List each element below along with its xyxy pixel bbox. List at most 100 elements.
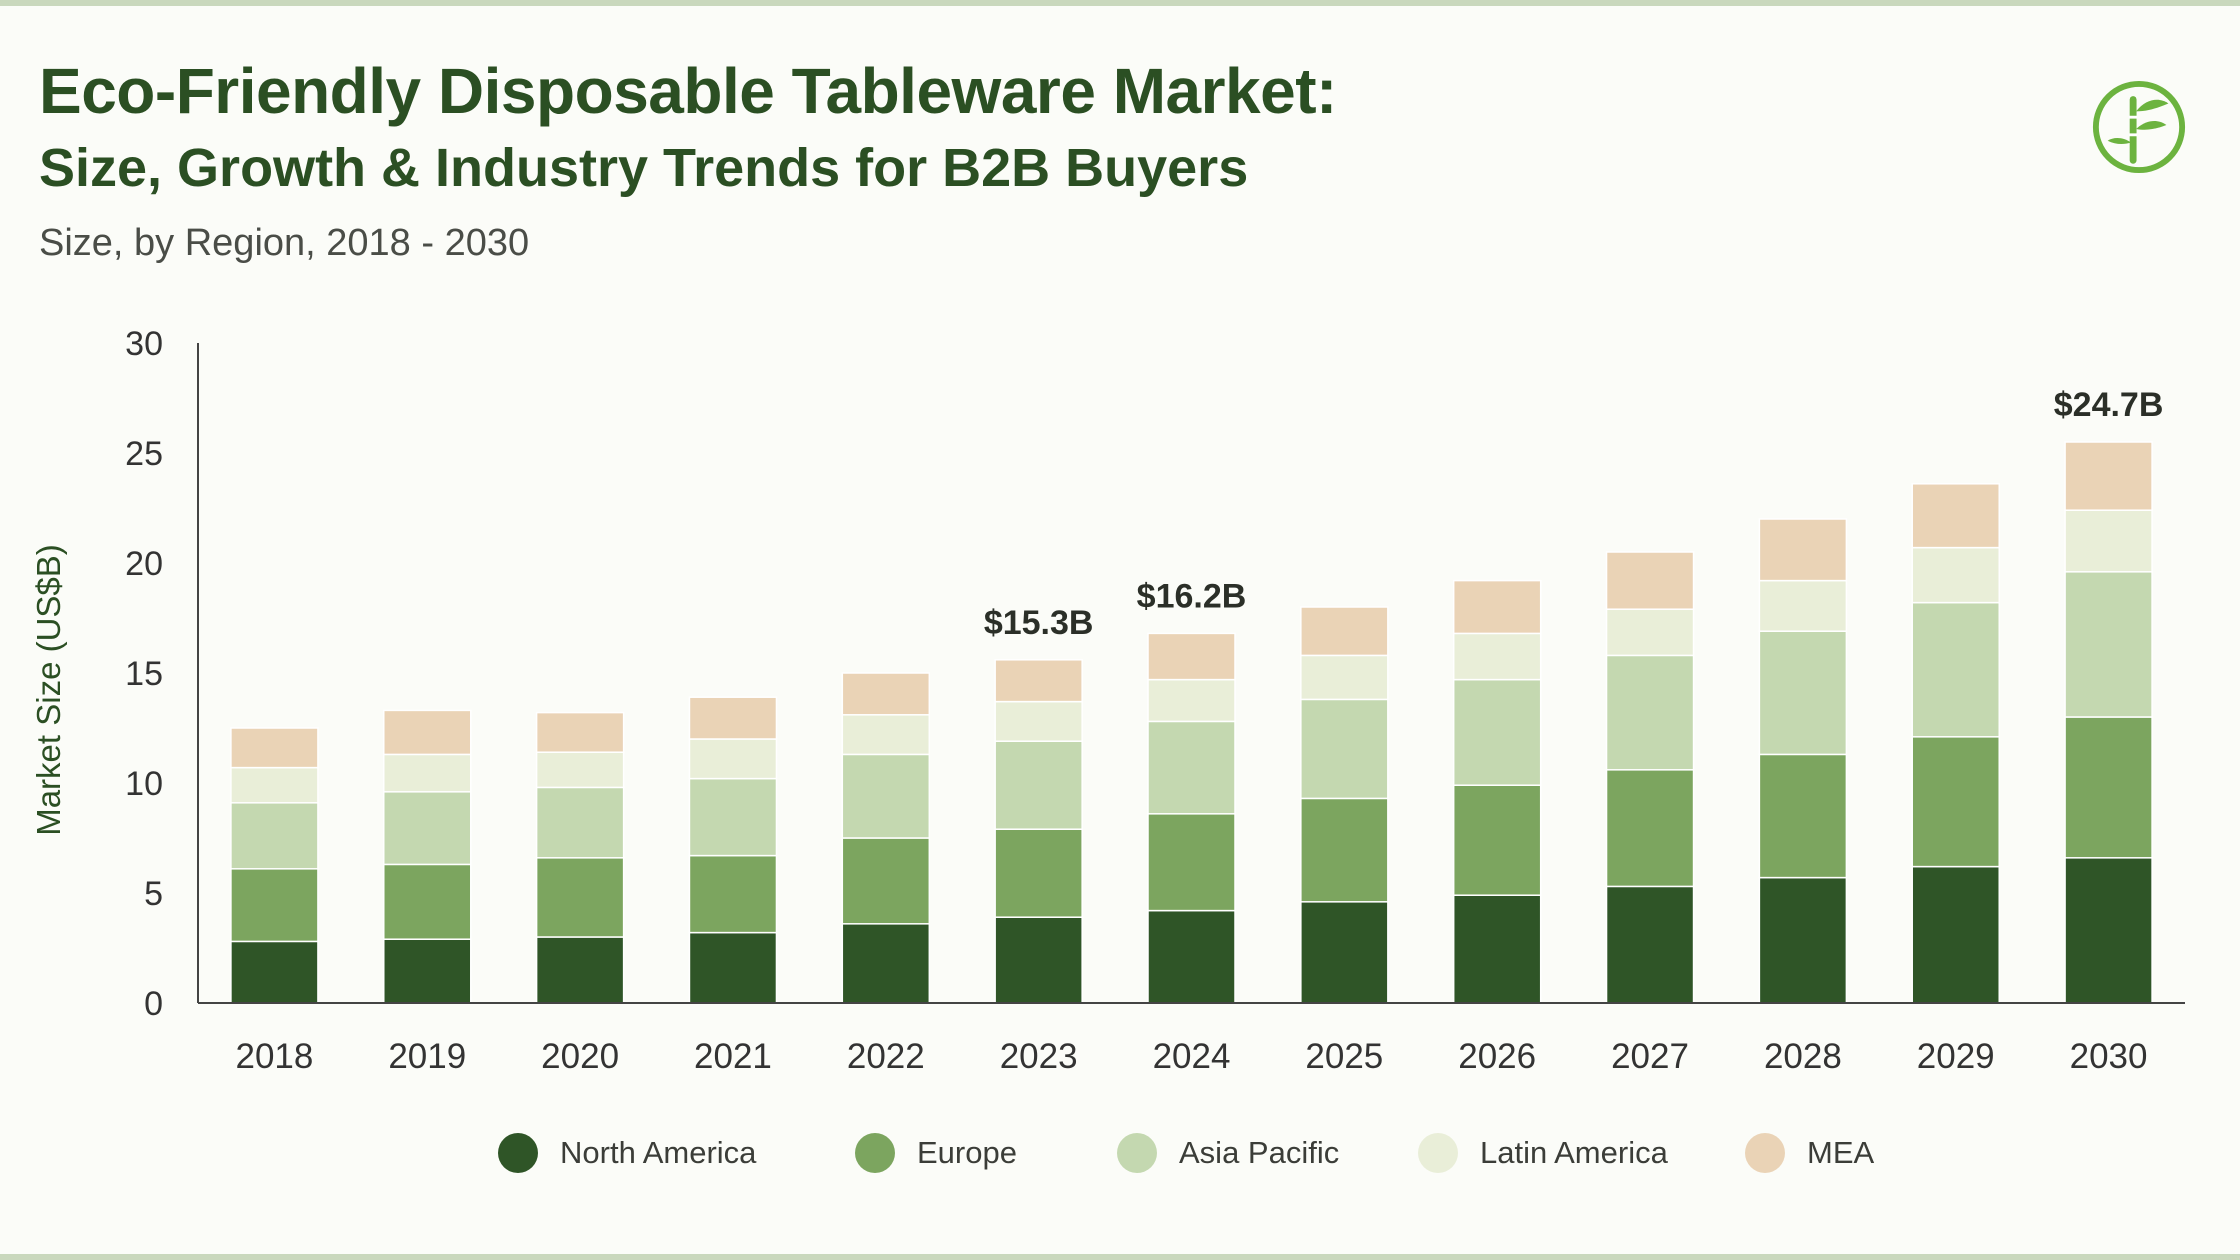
total-value-label: $15.3B [984, 604, 1094, 642]
bar-segment-europe [1300, 797, 1389, 903]
total-value-label: $16.2B [1137, 577, 1247, 615]
bar-segment-north-america [1911, 865, 2000, 1004]
x-tick-label: 2029 [1917, 1037, 1995, 1076]
bar-segment-north-america [1758, 876, 1848, 1004]
bar-segment-mea [1300, 606, 1389, 657]
bar-segment-north-america [535, 936, 625, 1004]
bar-segment-europe [841, 837, 931, 925]
bar-segment-north-america [230, 940, 319, 1004]
bar-segment-europe [535, 857, 625, 938]
bars [230, 441, 2153, 1004]
bar-segment-north-america [688, 931, 778, 1004]
legend: North America Europe Asia Pacific Latin Ame… [0, 1128, 2240, 1178]
bar-segment-north-america [2064, 857, 2153, 1004]
legend-label: Europe [917, 1135, 1017, 1170]
chart-caption: Size, by Region, 2018 - 2030 [39, 222, 530, 264]
bar-segment-north-america [994, 916, 1083, 1004]
bar-segment-europe [383, 863, 472, 940]
bar-segment-mea [1911, 483, 2000, 549]
bar-segment-asia-pacific [230, 802, 319, 870]
bar-segment-asia-pacific [1452, 678, 1542, 786]
bar-segment-europe [230, 868, 319, 943]
bar-segment-latin-america [1758, 579, 1848, 632]
bar-segment-europe [1758, 753, 1848, 879]
x-tick-label: 2022 [847, 1037, 925, 1076]
legend-swatch [855, 1133, 895, 1173]
bar-segment-north-america [841, 923, 931, 1004]
bar-segment-asia-pacific [1758, 630, 1848, 756]
x-tick-label: 2019 [388, 1037, 466, 1076]
chart-subtitle: Size, Growth & Industry Trends for B2B B… [39, 138, 1249, 198]
bar-segment-latin-america [1452, 632, 1542, 681]
bar-segment-latin-america [383, 753, 472, 793]
bar-segment-latin-america [1605, 608, 1695, 657]
bamboo-leaf-icon [2092, 80, 2186, 174]
bar-segment-latin-america [1147, 678, 1236, 723]
bar-segment-asia-pacific [383, 791, 472, 866]
bar-segment-asia-pacific [994, 740, 1083, 830]
y-tick-label: 30 [125, 325, 163, 363]
y-tick-label: 0 [144, 985, 163, 1023]
legend-swatch [498, 1133, 538, 1173]
x-axis: 2018 2019 2020 2021 2022 2023 2024 2025 2026 2027… [198, 1002, 2185, 1076]
legend-swatch [1745, 1133, 1785, 1173]
x-tick-label: 2028 [1764, 1037, 1842, 1076]
x-tick-label: 2018 [235, 1037, 313, 1076]
x-tick-label: 2025 [1305, 1037, 1383, 1076]
bar-segment-mea [1605, 551, 1695, 610]
bar-segment-asia-pacific [688, 777, 778, 857]
bar-segment-mea [994, 659, 1083, 703]
bar-segment-europe [1605, 769, 1695, 888]
y-tick-label: 5 [144, 875, 163, 913]
bar-segment-mea [1147, 632, 1236, 681]
x-tick-label: 2020 [541, 1037, 619, 1076]
legend-label: Asia Pacific [1179, 1135, 1340, 1170]
x-tick-label: 2021 [694, 1037, 772, 1076]
legend-item-north-america: North America [498, 1128, 756, 1178]
bar-segment-europe [1147, 813, 1236, 912]
bar-segment-latin-america [994, 700, 1083, 742]
bar-segment-latin-america [688, 738, 778, 780]
bar-segment-asia-pacific [841, 753, 931, 839]
legend-label: North America [560, 1135, 757, 1170]
legend-item-europe: Europe [855, 1128, 1017, 1178]
bar-segment-latin-america [535, 751, 625, 789]
bar-segment-mea [1758, 518, 1848, 582]
y-tick-label: 15 [125, 655, 163, 693]
bar-segment-latin-america [841, 714, 931, 756]
bar-segment-europe [2064, 716, 2153, 859]
y-tick-label: 25 [125, 435, 163, 473]
x-tick-label: 2024 [1153, 1037, 1231, 1076]
x-tick-label: 2023 [1000, 1037, 1078, 1076]
bar-segment-latin-america [1911, 546, 2000, 604]
bar-segment-asia-pacific [1911, 601, 2000, 738]
bar-segment-north-america [1452, 894, 1542, 1004]
chart-title: Eco-Friendly Disposable Tableware Market… [39, 55, 1337, 127]
bar-segment-asia-pacific [1147, 720, 1236, 815]
bar-segment-mea [688, 696, 778, 740]
bar-segment-mea [1452, 579, 1542, 635]
legend-swatch [1418, 1133, 1458, 1173]
y-axis: 0 5 10 15 20 25 30 [125, 325, 199, 1023]
bar-segment-europe [994, 828, 1083, 918]
x-tick-label: 2030 [2070, 1037, 2148, 1076]
legend-label: Latin America [1480, 1135, 1668, 1170]
bar-segment-mea [383, 709, 472, 756]
x-tick-label: 2026 [1458, 1037, 1536, 1076]
bar-segment-mea [841, 672, 931, 716]
bar-segment-mea [230, 727, 319, 769]
bar-segment-europe [1911, 736, 2000, 868]
bar-segment-europe [688, 854, 778, 934]
bar-segment-latin-america [2064, 509, 2153, 573]
bar-segment-asia-pacific [1300, 698, 1389, 800]
bar-segment-asia-pacific [1605, 654, 1695, 771]
bar-segment-north-america [383, 938, 472, 1004]
bar-segment-asia-pacific [535, 786, 625, 859]
total-value-label: $24.7B [2054, 386, 2164, 424]
y-tick-label: 20 [125, 545, 163, 583]
y-axis-label: Market Size (US$B) [30, 544, 67, 836]
bar-segment-latin-america [230, 766, 319, 804]
x-tick-label: 2027 [1611, 1037, 1689, 1076]
